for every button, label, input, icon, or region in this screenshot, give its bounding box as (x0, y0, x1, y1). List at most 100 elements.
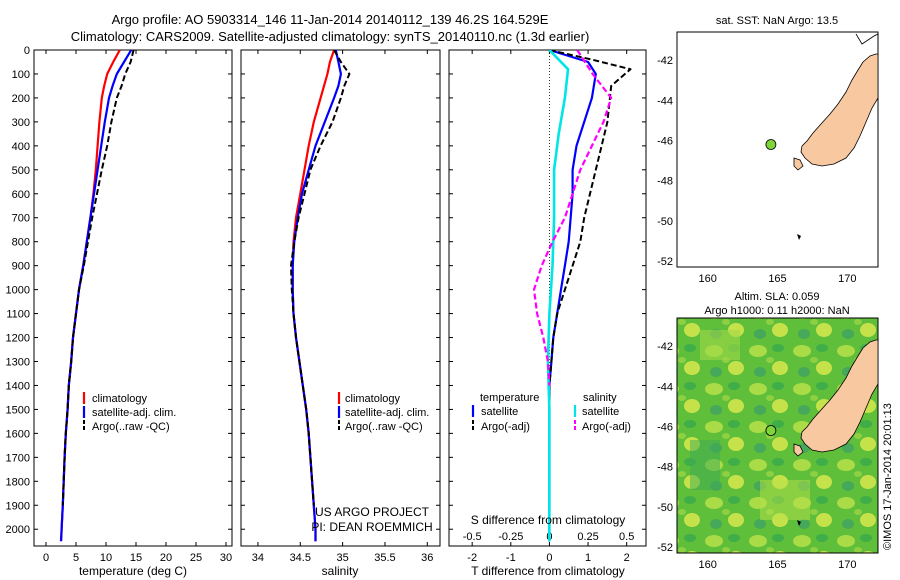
x-tick-label: 20 (160, 552, 172, 564)
map-y-tick-label: -52 (657, 256, 673, 268)
x-tick-label: 5 (73, 552, 79, 564)
y-tick-label: 900 (12, 261, 30, 273)
map-x-tick-label: 170 (838, 273, 856, 285)
credit-project: US ARGO PROJECT (315, 505, 430, 519)
south-island-coast (800, 53, 878, 167)
s-tick-label: -0.5 (463, 531, 482, 543)
series-line-t-satellite (548, 50, 597, 542)
argo-location-marker (765, 139, 777, 150)
y-tick-label: 1500 (6, 404, 30, 416)
map-y-tick-label: -46 (657, 421, 673, 433)
map-y-tick-label: -52 (657, 542, 673, 554)
legend-label-t-satellite: satellite (481, 406, 518, 418)
map-x-tick-label: 170 (838, 559, 856, 571)
north-island-coast (855, 33, 878, 45)
salinity-axes (240, 49, 441, 547)
imos-stamp: ©IMOS 17-Jan-2014 20:01:13 (882, 403, 894, 550)
legend-label-s-argo: Argo(-adj) (582, 421, 631, 433)
y-tick-label: 1900 (6, 500, 30, 512)
s-tick-label: 0.25 (577, 531, 598, 543)
x-tick-label: 1 (585, 552, 591, 564)
y-tick-label: 100 (12, 69, 30, 81)
difference-axes (448, 49, 647, 547)
chart-title-line2: Climatology: CARS2009. Satellite-adjuste… (70, 29, 590, 44)
map-y-tick-label: -48 (657, 462, 673, 474)
map-x-tick-label: 165 (768, 559, 786, 571)
y-tick-label: 1400 (6, 380, 30, 392)
legend-title-salinity: salinity (583, 392, 617, 404)
legend-label-t-argo: Argo(-adj) (481, 421, 530, 433)
legend-title-temperature: temperature (480, 392, 539, 404)
legend-label-satellite: satellite-adj. clim. (92, 407, 176, 419)
y-tick-label: 1300 (6, 356, 30, 368)
y-tick-label: 500 (12, 165, 30, 177)
y-tick-label: 600 (12, 189, 30, 201)
y-tick-label: 1800 (6, 476, 30, 488)
legend-label-s-satellite: satellite (582, 406, 619, 418)
map-y-tick-label: -44 (657, 95, 673, 107)
small-island (797, 234, 801, 240)
x-tick-label: 2 (624, 552, 630, 564)
series-group (532, 50, 632, 542)
sla-map-title: Altim. SLA: 0.059 (735, 291, 820, 303)
map-y-tick-label: -50 (657, 502, 673, 514)
x-tick-label: 0 (546, 552, 552, 564)
map-y-tick-label: -42 (657, 341, 673, 353)
y-tick-label: 1000 (6, 285, 30, 297)
s-difference-label: S difference from climatology (471, 513, 626, 527)
map-y-tick-label: -46 (657, 135, 673, 147)
credit-pi: PI: DEAN ROEMMICH (311, 520, 432, 534)
salinity-legend: climatology satellite-adj. clim. Argo(..… (337, 392, 429, 433)
legend-label-satellite: satellite-adj. clim. (345, 407, 429, 419)
x-tick-label: 35.5 (374, 552, 395, 564)
chart-title-line1: Argo profile: AO 5903314_146 11-Jan-2014… (111, 12, 549, 27)
series-group (290, 50, 351, 542)
y-tick-label: 1100 (6, 309, 30, 321)
y-tick-label: 300 (12, 117, 30, 129)
temperature-xlabel: temperature (deg C) (79, 564, 187, 578)
sla-stewart-island (793, 443, 804, 457)
series-line-argo-raw-qc- (290, 50, 351, 506)
legend-label-argo: Argo(..raw -QC) (345, 421, 423, 433)
sla-map (676, 317, 879, 554)
y-tick-label: 400 (12, 141, 30, 153)
y-tick-label: 1600 (6, 428, 30, 440)
x-tick-label: 34.5 (290, 552, 311, 564)
x-tick-label: 34 (252, 552, 264, 564)
sla-argo-location-marker (765, 425, 777, 436)
x-tick-label: 0 (43, 552, 49, 564)
sla-small-island (797, 520, 801, 526)
map-y-tick-label: -48 (657, 176, 673, 188)
y-tick-label: 1200 (6, 333, 30, 345)
y-tick-label: 800 (12, 237, 30, 249)
legend-label-argo: Argo(..raw -QC) (92, 421, 170, 433)
map-y-tick-label: -50 (657, 216, 673, 228)
temperature-legend: climatology satellite-adj. clim. Argo(..… (82, 392, 176, 433)
map-x-tick-label: 165 (768, 273, 786, 285)
x-tick-label: -2 (467, 552, 477, 564)
series-line-t-argo-adj- (548, 50, 632, 410)
series-line-satellite-adj-clim- (291, 50, 342, 542)
s-tick-label: -0.25 (498, 531, 523, 543)
series-line-satellite-adj-clim- (59, 50, 133, 542)
y-tick-label: 700 (12, 213, 30, 225)
s-tick-label: 0.5 (619, 531, 634, 543)
map-y-tick-label: -42 (657, 55, 673, 67)
series-line-climatology (291, 50, 336, 542)
y-tick-label: 0 (24, 45, 30, 57)
difference-xlabel: T difference from climatology (471, 564, 625, 578)
stewart-island-coast (793, 157, 804, 171)
series-line-s-argo-adj- (532, 50, 613, 386)
x-tick-label: 10 (100, 552, 112, 564)
legend-label-climatology: climatology (92, 393, 148, 405)
sst-map-title: sat. SST: NaN Argo: 13.5 (716, 15, 838, 27)
map-x-tick-label: 160 (699, 559, 717, 571)
salinity-xlabel: salinity (322, 564, 359, 578)
map-x-tick-label: 160 (699, 273, 717, 285)
sla-map-subtitle: Argo h1000: 0.11 h2000: NaN (704, 305, 849, 317)
series-line-s-satellite (546, 50, 570, 542)
y-tick-label: 200 (12, 93, 30, 105)
sla-south-island-coast (800, 339, 878, 453)
map-y-tick-label: -44 (657, 381, 673, 393)
